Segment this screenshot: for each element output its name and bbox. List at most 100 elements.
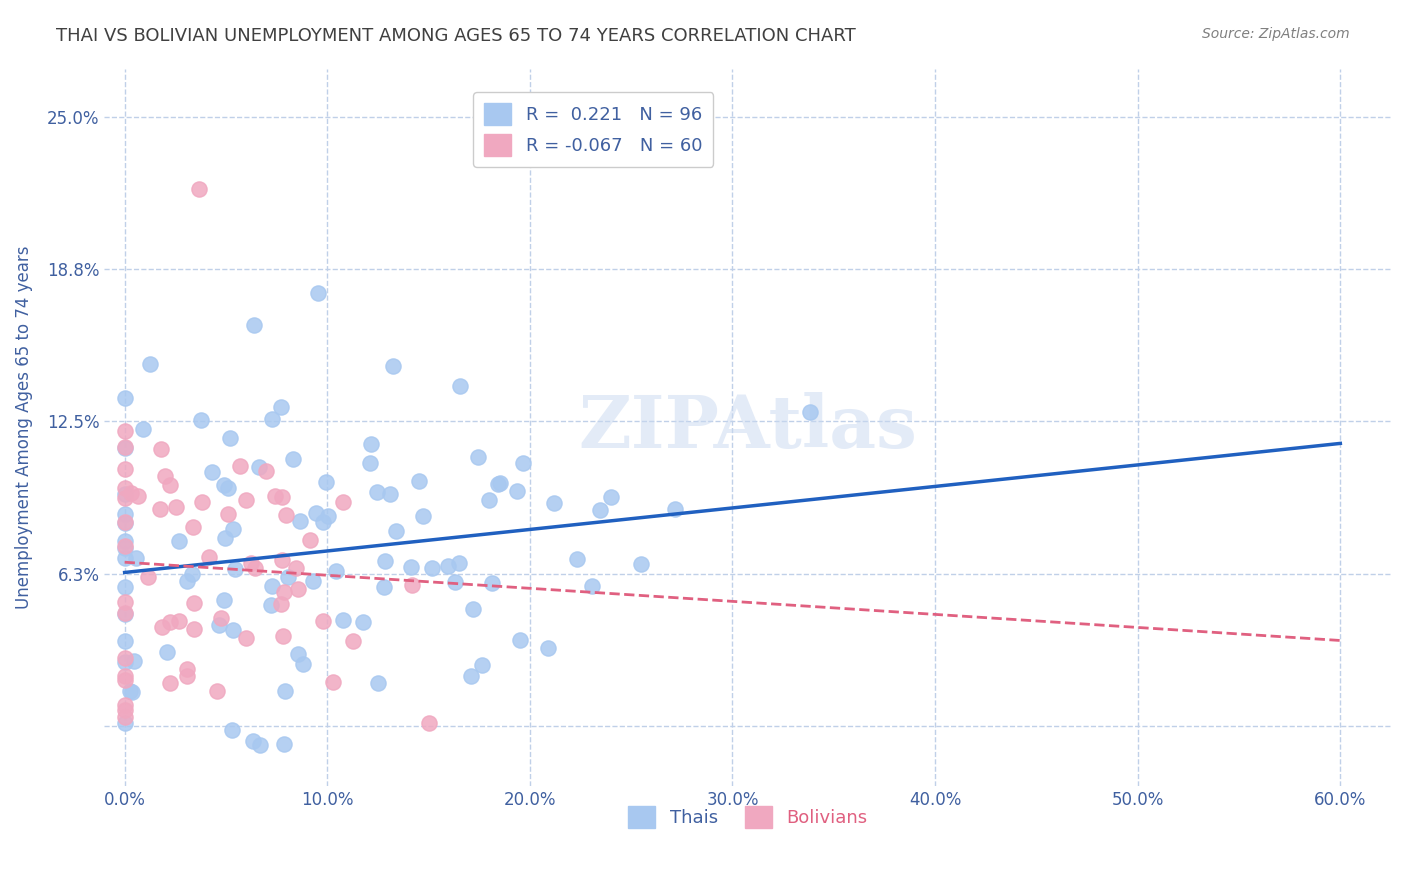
Point xyxy=(212,592,235,607)
Point xyxy=(114,651,136,665)
Text: THAI VS BOLIVIAN UNEMPLOYMENT AMONG AGES 65 TO 74 YEARS CORRELATION CHART: THAI VS BOLIVIAN UNEMPLOYMENT AMONG AGES… xyxy=(56,27,856,45)
Point xyxy=(399,560,422,574)
Point xyxy=(136,570,159,584)
Point xyxy=(127,489,149,503)
Point xyxy=(307,285,329,300)
Point xyxy=(114,539,136,553)
Point xyxy=(221,723,243,737)
Point xyxy=(114,634,136,648)
Point xyxy=(114,655,136,669)
Point xyxy=(281,452,304,467)
Point xyxy=(180,567,202,582)
Point xyxy=(385,524,408,538)
Point xyxy=(229,459,252,474)
Point xyxy=(412,509,434,524)
Point xyxy=(263,490,285,504)
Point xyxy=(114,551,136,566)
Point xyxy=(190,413,212,427)
Point xyxy=(287,648,309,662)
Point xyxy=(217,507,239,521)
Legend: Thais, Bolivians: Thais, Bolivians xyxy=(621,798,875,835)
Point xyxy=(274,508,297,522)
Point xyxy=(114,491,136,505)
Point xyxy=(581,578,603,592)
Point xyxy=(478,493,501,508)
Point xyxy=(114,715,136,730)
Point xyxy=(325,565,347,579)
Point xyxy=(114,516,136,530)
Point xyxy=(187,182,209,196)
Point xyxy=(224,562,246,576)
Point xyxy=(176,574,198,588)
Point xyxy=(114,533,136,548)
Point xyxy=(132,421,155,435)
Point xyxy=(114,673,136,687)
Point xyxy=(449,379,471,393)
Point xyxy=(367,676,389,690)
Point xyxy=(240,556,263,570)
Point xyxy=(114,462,136,476)
Point xyxy=(159,615,181,629)
Point xyxy=(176,663,198,677)
Point xyxy=(191,495,214,509)
Point xyxy=(254,465,277,479)
Point xyxy=(201,465,224,479)
Point xyxy=(242,734,264,748)
Point xyxy=(509,632,531,647)
Point xyxy=(481,576,503,591)
Point xyxy=(352,615,374,629)
Point xyxy=(270,597,292,611)
Point xyxy=(122,654,145,668)
Point xyxy=(222,522,245,536)
Point xyxy=(114,698,136,713)
Y-axis label: Unemployment Among Ages 65 to 74 years: Unemployment Among Ages 65 to 74 years xyxy=(15,246,32,609)
Point xyxy=(120,486,142,500)
Point xyxy=(271,491,294,505)
Point xyxy=(214,531,236,545)
Point xyxy=(209,611,232,625)
Point xyxy=(159,676,181,690)
Point xyxy=(212,477,235,491)
Point xyxy=(599,490,621,504)
Point xyxy=(219,431,242,445)
Point xyxy=(176,669,198,683)
Point xyxy=(420,561,443,575)
Point xyxy=(247,459,270,474)
Point xyxy=(543,496,565,510)
Point xyxy=(488,475,510,490)
Point xyxy=(205,684,228,698)
Point xyxy=(277,570,299,584)
Point xyxy=(312,515,335,529)
Point xyxy=(366,485,388,500)
Point xyxy=(208,618,231,632)
Point xyxy=(311,614,333,628)
Point xyxy=(249,738,271,752)
Point xyxy=(260,598,283,612)
Point xyxy=(150,442,173,456)
Point xyxy=(114,580,136,594)
Point xyxy=(401,578,423,592)
Point xyxy=(443,574,465,589)
Point xyxy=(149,502,172,516)
Point xyxy=(316,509,339,524)
Point xyxy=(322,674,344,689)
Point xyxy=(217,481,239,495)
Point xyxy=(589,502,612,516)
Point xyxy=(292,657,315,672)
Point xyxy=(243,318,266,333)
Point xyxy=(114,606,136,620)
Point xyxy=(167,615,190,629)
Point xyxy=(437,558,460,573)
Point xyxy=(270,552,292,566)
Point xyxy=(114,668,136,682)
Point xyxy=(630,558,652,572)
Point xyxy=(273,684,295,698)
Point xyxy=(125,550,148,565)
Point xyxy=(139,357,162,371)
Point xyxy=(471,658,494,673)
Point xyxy=(150,620,173,634)
Point xyxy=(449,556,471,570)
Point xyxy=(165,500,187,515)
Point xyxy=(342,633,364,648)
Point xyxy=(418,715,440,730)
